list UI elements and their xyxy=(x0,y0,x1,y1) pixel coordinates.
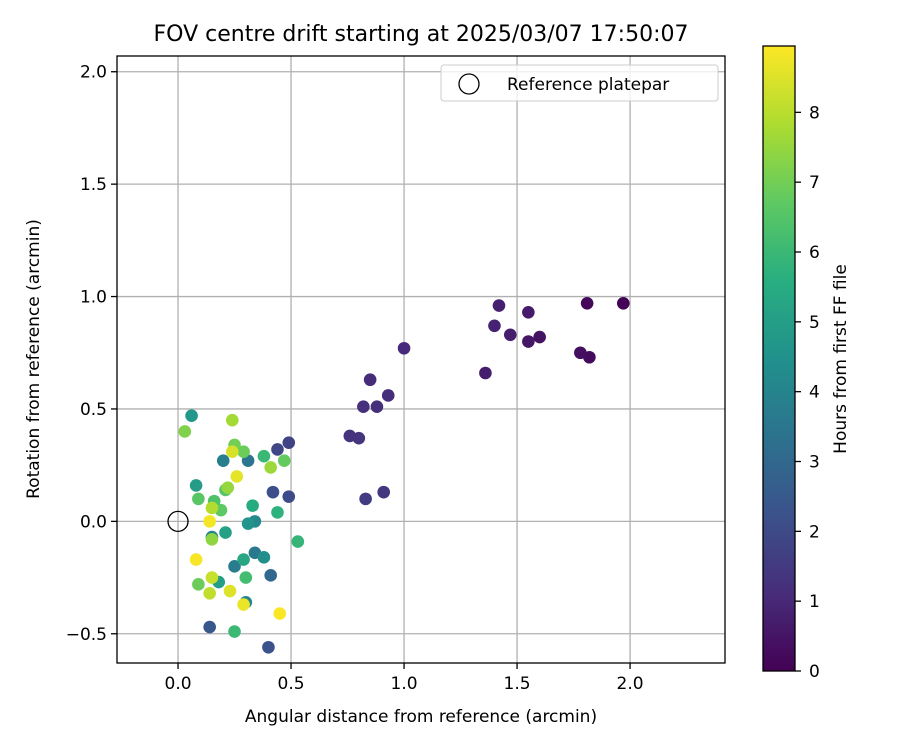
scatter-point xyxy=(363,373,377,387)
scatter-point xyxy=(522,305,535,319)
scatter-point xyxy=(492,299,506,312)
plot-area-frame xyxy=(116,55,726,664)
scatter-point xyxy=(479,366,492,380)
scatter-point xyxy=(291,535,305,548)
scatter-point xyxy=(203,587,216,600)
colorbar-ticks: 0 1 2 3 4 5 6 7 8 xyxy=(795,103,820,682)
scatter-point xyxy=(223,584,237,598)
axis-ticks: 0.0 0.5 1.0 1.5 2.0 −0.5 0.0 0.5 1.0 1.5 2.0 xyxy=(66,63,644,694)
colorbar-tick-label: 6 xyxy=(809,243,820,263)
scatter-point xyxy=(192,578,205,591)
scatter-point xyxy=(237,445,250,458)
scatter-point xyxy=(359,492,372,506)
scatter-point xyxy=(203,515,216,528)
colorbar-label: Hours from first FF file xyxy=(831,264,851,454)
scatter-point xyxy=(264,569,277,582)
scatter-point xyxy=(266,485,280,499)
scatter-point xyxy=(216,454,230,467)
scatter-point xyxy=(574,346,587,360)
scatter-point xyxy=(533,330,546,344)
scatter-point xyxy=(397,341,411,355)
colorbar-tick-label: 1 xyxy=(809,592,820,612)
colorbar: 0 1 2 3 4 5 6 7 8 Hours from first FF file xyxy=(762,45,851,682)
scatter-point xyxy=(228,560,241,573)
scatter-point xyxy=(237,598,250,611)
colorbar-gradient xyxy=(762,45,796,672)
scatter-point xyxy=(273,607,287,620)
scatter-point xyxy=(205,571,219,584)
colorbar-tick-label: 8 xyxy=(809,103,820,123)
scatter-point xyxy=(264,461,277,474)
legend-box xyxy=(440,64,719,102)
y-tick-label: 0.0 xyxy=(80,512,107,532)
chart-title: FOV centre drift starting at 2025/03/07 … xyxy=(154,22,689,47)
x-tick-label: 1.0 xyxy=(391,674,418,694)
scatter-point xyxy=(357,400,370,414)
scatter-point xyxy=(381,389,395,402)
y-tick-label: −0.5 xyxy=(66,625,107,645)
colorbar-tick-label: 0 xyxy=(809,662,820,682)
y-tick-label: 1.0 xyxy=(80,288,107,308)
scatter-point xyxy=(257,449,271,463)
scatter-point xyxy=(580,296,594,310)
scatter-point xyxy=(522,335,535,348)
scatter-point xyxy=(370,400,384,414)
scatter-point xyxy=(271,506,284,519)
colorbar-tick-label: 4 xyxy=(809,383,820,403)
y-axis-label: Rotation from reference (arcmin) xyxy=(24,219,44,499)
x-axis-label: Angular distance from reference (arcmin) xyxy=(245,707,597,727)
scatter-point xyxy=(277,454,291,467)
scatter-point xyxy=(178,425,192,438)
scatter-point xyxy=(203,620,216,634)
x-tick-label: 1.5 xyxy=(504,674,531,694)
scatter-point xyxy=(282,436,296,449)
scatter-point xyxy=(225,445,239,458)
scatter-point xyxy=(225,413,239,427)
x-tick-label: 0.0 xyxy=(165,674,192,694)
scatter-point xyxy=(192,492,205,506)
scatter-point xyxy=(205,501,219,515)
scatter-point xyxy=(189,479,203,492)
legend-reference-marker xyxy=(458,73,480,95)
scatter-point xyxy=(488,319,501,333)
scatter-point xyxy=(230,470,244,483)
scatter-point xyxy=(185,409,198,423)
x-tick-label: 0.5 xyxy=(278,674,305,694)
y-tick-label: 1.5 xyxy=(80,175,107,195)
scatter-point xyxy=(237,553,250,566)
x-tick-label: 2.0 xyxy=(617,674,644,694)
legend-label: Reference platepar xyxy=(507,75,669,95)
scatter-point xyxy=(262,640,275,654)
colorbar-tick-label: 2 xyxy=(809,522,820,542)
colorbar-tick-label: 7 xyxy=(809,173,820,193)
scatter-point xyxy=(282,490,296,503)
reference-marker-layer xyxy=(167,510,189,533)
scatter-point xyxy=(246,499,259,512)
colorbar-tick-label: 3 xyxy=(809,453,820,473)
scatter-point xyxy=(239,571,253,584)
scatter-point xyxy=(616,296,630,310)
y-tick-label: 0.5 xyxy=(80,400,107,420)
scatter-point xyxy=(503,328,517,342)
scatter-point xyxy=(228,625,241,638)
scatter-point xyxy=(205,533,219,546)
scatter-point xyxy=(189,553,203,566)
scatter-point xyxy=(271,443,284,456)
colorbar-tick-label: 5 xyxy=(809,313,820,333)
scatter-point xyxy=(343,429,357,443)
scatter-point xyxy=(221,481,235,494)
data-points xyxy=(178,296,630,654)
reference-platepar-marker xyxy=(167,510,189,533)
scatter-point xyxy=(377,485,391,499)
y-tick-label: 2.0 xyxy=(80,63,107,83)
legend: Reference platepar xyxy=(440,64,719,102)
scatter-point xyxy=(257,551,271,564)
scatter-point xyxy=(219,526,232,539)
scatter-point xyxy=(241,517,255,530)
